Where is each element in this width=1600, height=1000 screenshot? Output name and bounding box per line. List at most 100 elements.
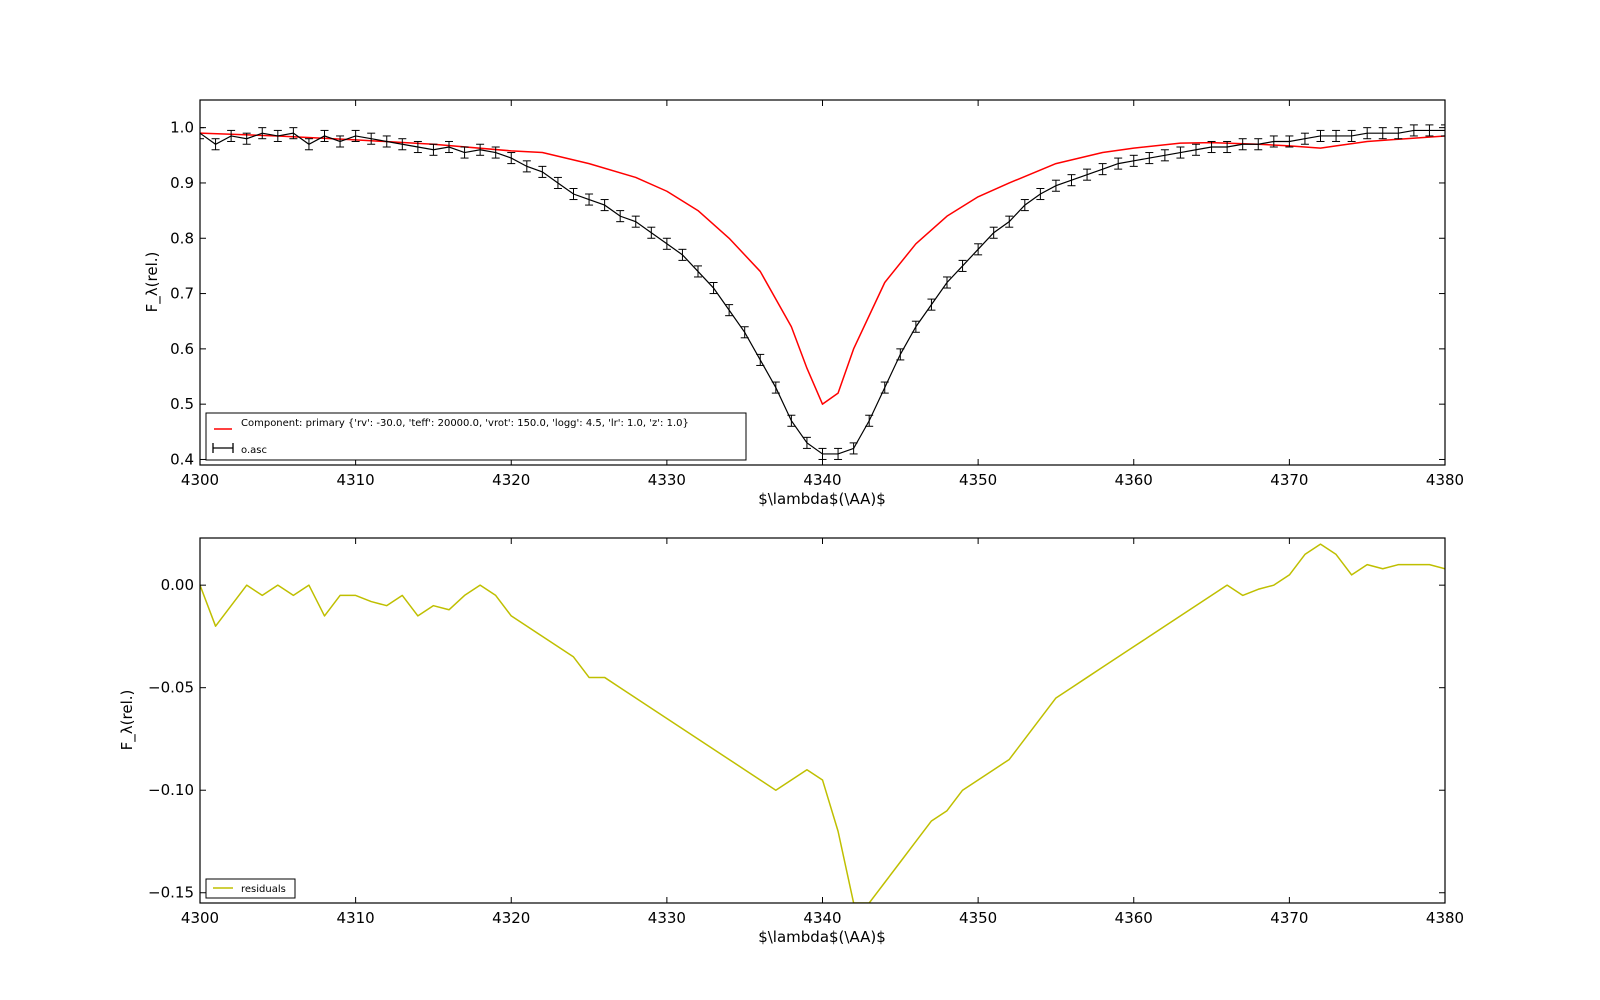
residuals-x-tick-label: 4310 (337, 909, 375, 927)
residuals-x-tick-label: 4350 (959, 909, 997, 927)
spectrum-observed-point (1036, 187, 1045, 201)
spectrum-observed-point (1347, 129, 1356, 142)
spectrum-observed-point (1316, 129, 1325, 142)
spectrum-observed-point (336, 135, 345, 148)
spectrum-observed-point (1363, 127, 1372, 140)
spectrum-observed-point (1114, 157, 1123, 170)
spectrum-observed-point (1441, 124, 1445, 137)
spectrum-observed-point (880, 381, 889, 394)
spectrum-observed-point (678, 248, 687, 261)
spectrum-observed-point (507, 152, 516, 165)
spectrum-observed-point (289, 127, 298, 140)
spectrum-observed-point (1254, 138, 1263, 151)
spectrum-observed-point (787, 414, 796, 427)
spectrum-x-tick-label: 4310 (337, 471, 375, 489)
spectrum-observed-point (1238, 138, 1247, 151)
spectrum-observed-point (445, 140, 453, 154)
spectrum-observed-point (927, 298, 936, 311)
spectrum-observed-point (865, 414, 874, 427)
spectrum-observed-point (1223, 140, 1232, 154)
spectrum-observed-point (367, 132, 376, 145)
spectrum-y-tick-label: 0.9 (170, 174, 194, 192)
spectrum-observed-point (273, 129, 282, 142)
spectrum-y-axis-label: F_λ(rel.) (143, 252, 162, 313)
spectrum-observed-point (538, 165, 547, 178)
spectrum-x-tick-label: 4300 (181, 471, 219, 489)
spectrum-observed-point (522, 160, 531, 173)
residuals-x-tick-label: 4360 (1115, 909, 1153, 927)
residuals-x-ticks: 4300 4310 4320 4330 4340 4350 4360 4370 4380 (181, 538, 1464, 927)
spectrum-observed-point (709, 282, 718, 295)
residuals-y-axis-label: F_λ(rel.) (118, 690, 137, 751)
spectrum-observed-point (834, 447, 843, 460)
spectrum-y-tick-label: 0.7 (170, 285, 194, 303)
spectrum-y-tick-label: 0.5 (170, 395, 194, 413)
residuals-x-tick-label: 4330 (648, 909, 686, 927)
spectrum-observed-point (1192, 143, 1200, 156)
spectrum-x-ticks: 4300 4310 4320 4330 4340 4350 4360 4370 4380 (181, 100, 1464, 489)
spectrum-observed-point (1051, 179, 1060, 192)
spectrum-x-tick-label: 4350 (959, 471, 997, 489)
residuals-y-tick-label: −0.15 (148, 884, 194, 902)
residuals-y-tick-label: −0.05 (148, 679, 194, 697)
spectrum-observed-point (304, 138, 313, 151)
residuals-legend-box (205, 878, 296, 899)
spectrum-plot-area (200, 124, 1445, 460)
spectrum-observed-point (242, 132, 251, 145)
spectrum-observed-point (1378, 127, 1387, 140)
residuals-y-ticks: 0.00 −0.05 −0.10 −0.15 (148, 576, 1445, 902)
spectrum-x-tick-label: 4330 (648, 471, 686, 489)
spectrum-observed-point (1020, 199, 1029, 212)
spectrum-observed-point (802, 436, 811, 449)
spectrum-observed-point (647, 226, 656, 239)
spectrum-x-tick-label: 4320 (492, 471, 530, 489)
spectrum-y-tick-label: 0.8 (170, 229, 194, 247)
spectrum-observed-point (600, 199, 609, 212)
spectrum-observed-point (1067, 174, 1076, 187)
spectrum-x-tick-label: 4340 (803, 471, 841, 489)
spectrum-observed-point (382, 135, 391, 148)
spectrum-y-ticks: 0.4 0.5 0.6 0.7 0.8 0.9 1.0 (170, 119, 1445, 468)
residuals-x-axis-label: $\lambda$(\AA)$ (758, 928, 886, 946)
spectrum-observed-point (896, 348, 905, 361)
spectrum-observed-point (756, 353, 765, 366)
residuals-x-tick-label: 4370 (1270, 909, 1308, 927)
spectrum-observed-point (1425, 124, 1434, 137)
residuals-y-tick-label: 0.00 (161, 576, 194, 594)
spectrum-x-tick-label: 4370 (1270, 471, 1308, 489)
spectrum-observed-point (569, 187, 578, 201)
spectrum-observed-point (662, 237, 671, 250)
spectrum-legend-model-label: Component: primary {'rv': -30.0, 'teff':… (241, 418, 689, 429)
spectrum-observed-point (740, 326, 749, 339)
spectrum-legend: Component: primary {'rv': -30.0, 'teff':… (205, 412, 747, 461)
spectrum-observed-point (320, 129, 329, 142)
spectrum-observed-point (1332, 129, 1341, 142)
spectrum-observed-point (1176, 146, 1185, 159)
spectrum-observed-point (413, 140, 422, 154)
spectrum-observed-point (429, 143, 438, 156)
residuals-line (200, 543, 1445, 903)
residuals-x-tick-label: 4380 (1426, 909, 1464, 927)
spectrum-y-tick-label: 0.4 (170, 450, 194, 468)
spectrum-observed-point (974, 243, 983, 256)
spectrum-observed-point (553, 176, 562, 189)
spectrum-observed-point (258, 127, 267, 140)
spectrum-observed-point (227, 129, 236, 142)
spectrum-legend-observed-label: o.asc (241, 445, 267, 456)
spectrum-observed-point (1129, 154, 1138, 167)
spectrum-observed-point (476, 143, 485, 156)
spectrum-x-tick-label: 4360 (1115, 471, 1153, 489)
spectrum-y-tick-label: 0.6 (170, 340, 194, 358)
spectrum-observed-point (1160, 149, 1169, 162)
spectrum-observed-point (491, 146, 500, 159)
residuals-plot-area (200, 543, 1445, 903)
residuals-series-group (200, 543, 1445, 903)
spectrum-observed-point (398, 138, 407, 151)
spectrum-observed-point (1098, 163, 1107, 176)
spectrum-y-tick-label: 1.0 (170, 119, 194, 137)
spectrum-observed-point (771, 381, 780, 394)
residuals-x-tick-label: 4300 (181, 909, 219, 927)
spectrum-observed-point (1269, 135, 1278, 148)
spectrum-observed-point (911, 320, 920, 333)
